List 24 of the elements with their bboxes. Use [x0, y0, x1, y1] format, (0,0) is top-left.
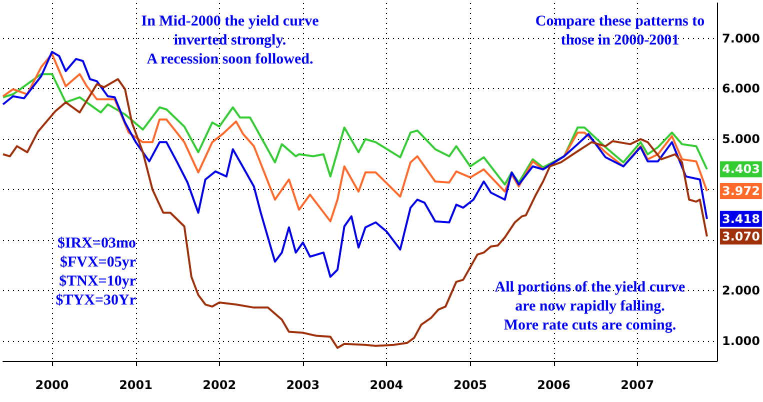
x-tick-label: 2003 — [286, 378, 320, 392]
y-tick-label: 7.000 — [722, 31, 760, 46]
y-tick-label: 6.000 — [722, 82, 760, 96]
y-tick-label: 2.000 — [722, 283, 760, 298]
line-series — [2, 78, 708, 349]
x-tick-label: 2005 — [454, 378, 487, 392]
data-label: 3.972 — [722, 184, 760, 198]
x-tick-label: 2004 — [370, 378, 404, 392]
y-tick-label: 1.000 — [722, 334, 760, 348]
data-label: 3.418 — [722, 212, 760, 226]
data-label: 4.403 — [722, 162, 760, 176]
data-label: 3.070 — [722, 229, 760, 244]
y-tick-label: 5.000 — [722, 132, 760, 146]
x-tick-label: 2001 — [119, 378, 152, 392]
x-tick-label: 2000 — [35, 378, 69, 392]
x-tick-label: 2007 — [620, 378, 654, 392]
annotation: Compare these patterns to those in 2000-2001 — [535, 14, 705, 48]
annotation: All portions of the yield curve are now rapidly falling. More rate cuts are coming. — [494, 280, 686, 334]
line-series — [2, 52, 708, 222]
annotation: In Mid-2000 the yield curve inverted strongly. A recession soon followed. — [141, 14, 320, 68]
x-tick-label: 2002 — [202, 378, 236, 392]
x-tick-label: 2006 — [537, 378, 571, 392]
line-series — [2, 73, 708, 186]
annotation: $IRX=03mo $FVX=05yr $TNX=10yr $TYX=30Yr — [56, 236, 136, 308]
